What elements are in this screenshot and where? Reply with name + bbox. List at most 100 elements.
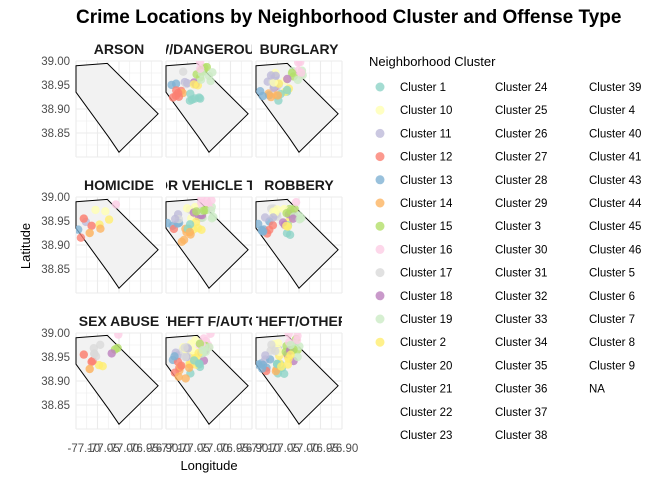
legend-item: Cluster 9	[589, 360, 635, 372]
data-point	[98, 362, 107, 371]
data-point	[206, 76, 215, 86]
data-points	[256, 61, 307, 105]
data-point	[261, 351, 270, 360]
data-point	[190, 94, 200, 103]
data-point	[267, 340, 276, 349]
data-point	[177, 361, 186, 370]
y-tick-label: 38.90	[41, 240, 70, 252]
data-point	[85, 364, 94, 374]
data-point	[179, 67, 188, 76]
data-point	[189, 80, 199, 89]
data-point	[111, 200, 121, 209]
data-point	[268, 213, 278, 222]
legend-item: Cluster 12	[375, 152, 452, 164]
legend-item: Cluster 39	[589, 82, 641, 94]
x-axis-label: Longitude	[180, 458, 237, 473]
legend-label: Cluster 38	[495, 430, 547, 442]
legend-item: Cluster 19	[375, 314, 452, 326]
data-point	[101, 207, 110, 216]
x-tick-label: -77.10	[158, 443, 191, 455]
legend-label: Cluster 1	[400, 82, 446, 94]
x-tick-label: -76.90	[146, 443, 179, 455]
data-point	[198, 345, 207, 355]
data-point	[290, 204, 299, 213]
x-axis-ticks: -77.10-77.05-77.00-76.95-76.90-77.10-77.…	[68, 443, 359, 455]
data-point	[197, 198, 206, 208]
legend-key	[375, 314, 385, 324]
legend-item: Cluster 8	[589, 337, 635, 349]
facet-panel: THEFT F/AUTO	[165, 313, 253, 430]
legend-label: Cluster 43	[589, 175, 641, 187]
x-tick-label: -77.10	[68, 443, 101, 455]
legend-item: Cluster 22	[400, 407, 452, 419]
legend-label: Cluster 17	[400, 268, 452, 280]
legend-item: Cluster 43	[589, 175, 641, 187]
legend-key	[375, 244, 385, 254]
legend-label: Cluster 4	[589, 105, 636, 117]
legend-label: Cluster 14	[400, 198, 453, 210]
legend-key	[375, 82, 385, 92]
x-tick-label: -76.95	[306, 443, 339, 455]
facet-panel: SEX ABUSE	[75, 313, 163, 430]
legend-item: Cluster 10	[375, 105, 452, 117]
legend-label: Cluster 18	[400, 291, 452, 303]
legend-label: Cluster 44	[589, 198, 642, 210]
data-point	[285, 230, 295, 239]
legend-item: Cluster 33	[495, 314, 547, 326]
data-point	[183, 79, 192, 88]
legend-label: Cluster 32	[495, 291, 547, 303]
data-point	[199, 206, 209, 215]
data-point	[76, 233, 86, 242]
y-tick-label: 38.85	[41, 400, 70, 412]
facet-panel: ARSON	[75, 41, 163, 158]
legend-label: Cluster 5	[589, 268, 635, 280]
legend-item: Cluster 26	[495, 128, 547, 140]
facet-strip-label: HOMICIDE	[84, 177, 154, 193]
legend-label: Cluster 16	[400, 244, 452, 256]
legend-item: Cluster 15	[375, 221, 452, 233]
data-point	[288, 214, 298, 223]
x-tick-label: -77.00	[197, 443, 230, 455]
facet-strip-label: THEFT/OTHER	[250, 313, 348, 329]
data-point	[182, 204, 192, 213]
data-point	[287, 68, 297, 78]
data-point	[266, 92, 276, 102]
data-point	[271, 367, 281, 376]
data-points	[256, 198, 306, 239]
data-point	[96, 340, 105, 349]
legend-item: Cluster 28	[495, 175, 547, 187]
legend-label: Cluster 3	[495, 221, 541, 233]
legend-item: Cluster 27	[495, 152, 547, 164]
data-point	[195, 339, 205, 348]
data-point	[277, 362, 286, 371]
data-point	[172, 86, 181, 95]
legend-key	[375, 198, 385, 208]
y-tick-label: 38.85	[41, 128, 70, 140]
legend-item: Cluster 2	[375, 337, 446, 349]
legend-label: Cluster 6	[589, 291, 635, 303]
data-point	[180, 343, 189, 352]
legend-label: Cluster 10	[400, 105, 452, 117]
data-point	[79, 214, 88, 223]
y-tick-label: 38.95	[41, 352, 70, 364]
legend-item: Cluster 41	[589, 152, 641, 164]
legend-key	[375, 128, 385, 138]
x-tick-label: -77.05	[87, 443, 120, 455]
legend-item: Cluster 29	[495, 198, 547, 210]
legend-label: Cluster 19	[400, 314, 452, 326]
legend-item: Cluster 21	[400, 384, 452, 396]
y-tick-label: 38.90	[41, 104, 70, 116]
data-point	[177, 237, 186, 246]
data-point	[206, 206, 216, 215]
data-point	[185, 227, 194, 237]
legend-item: Cluster 18	[375, 291, 452, 303]
data-point	[171, 214, 180, 224]
data-point	[282, 85, 292, 95]
x-tick-label: -76.90	[236, 443, 269, 455]
y-axis-ticks: 38.85 38.90 38.95 39.00 38.85 38.90 38.95 39.00…	[41, 56, 70, 412]
legend-item: Cluster 32	[495, 291, 547, 303]
data-point	[196, 64, 205, 73]
data-point	[76, 225, 83, 234]
